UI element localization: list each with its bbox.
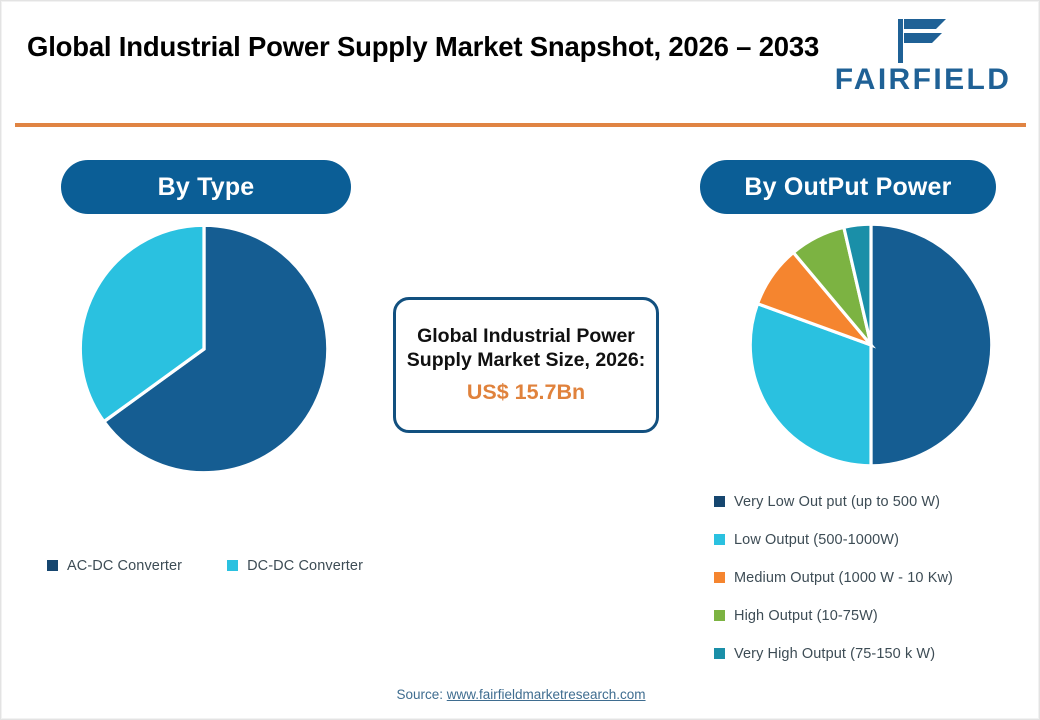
header-divider (15, 123, 1026, 127)
pie-slice-very-low-output (869, 223, 993, 467)
legend-by-type: AC-DC Converter DC-DC Converter (47, 558, 408, 574)
legend-label: Medium Output (1000 W - 10 Kw) (734, 570, 953, 586)
section-pill-by-type: By Type (61, 160, 351, 214)
legend-item: Very High Output (75-150 k W) (714, 635, 953, 673)
legend-item: AC-DC Converter (47, 558, 182, 574)
legend-label: DC-DC Converter (247, 558, 364, 574)
legend-swatch-icon (714, 533, 725, 545)
legend-item: Medium Output (1000 W - 10 Kw) (714, 559, 953, 597)
source-url-link[interactable]: www.fairfieldmarketresearch.com (446, 687, 646, 702)
legend-label: Low Output (500-1000W) (734, 532, 900, 548)
fairfield-flag-icon (898, 19, 946, 63)
brand-wordmark: FAIRFIELD (834, 63, 1012, 96)
legend-label: Very Low Out put (up to 500 W) (734, 494, 941, 510)
fairfield-logo: FAIRFIELD (823, 15, 1023, 103)
legend-swatch-icon (714, 495, 725, 507)
legend-swatch-icon (714, 647, 725, 659)
legend-item: Very Low Out put (up to 500 W) (714, 483, 953, 521)
pie-slice-very-high-output (841, 223, 873, 346)
legend-by-output-power: Very Low Out put (up to 500 W) Low Outpu… (714, 483, 953, 673)
pie-slice-low-output (749, 301, 873, 467)
pie-chart-by-type (79, 224, 329, 474)
legend-label: High Output (10-75W) (734, 608, 878, 624)
pie-slice-dc-dc (79, 224, 206, 424)
market-size-value: US$ 15.7Bn (466, 379, 586, 404)
source-line: Source: www.fairfieldmarketresearch.com (1, 687, 1039, 702)
pie-chart-by-output-power (749, 223, 993, 467)
legend-swatch-icon (227, 559, 239, 571)
market-size-callout: Global Industrial Power Supply Market Si… (393, 297, 659, 433)
legend-label: Very High Output (75-150 k W) (734, 646, 936, 662)
source-prefix: Source: (396, 687, 447, 702)
legend-swatch-icon (714, 609, 725, 621)
legend-item: DC-DC Converter (227, 558, 363, 574)
legend-label: AC-DC Converter (67, 558, 183, 574)
page-title: Global Industrial Power Supply Market Sn… (27, 31, 820, 62)
legend-swatch-icon (714, 571, 725, 583)
legend-swatch-icon (47, 559, 58, 571)
market-size-label: Global Industrial Power Supply Market Si… (406, 325, 646, 371)
pie-slice-ac-dc (101, 224, 329, 474)
legend-item: High Output (10-75W) (714, 597, 953, 635)
section-pill-by-output: By OutPut Power (700, 160, 996, 214)
legend-item: Low Output (500-1000W) (714, 521, 953, 559)
